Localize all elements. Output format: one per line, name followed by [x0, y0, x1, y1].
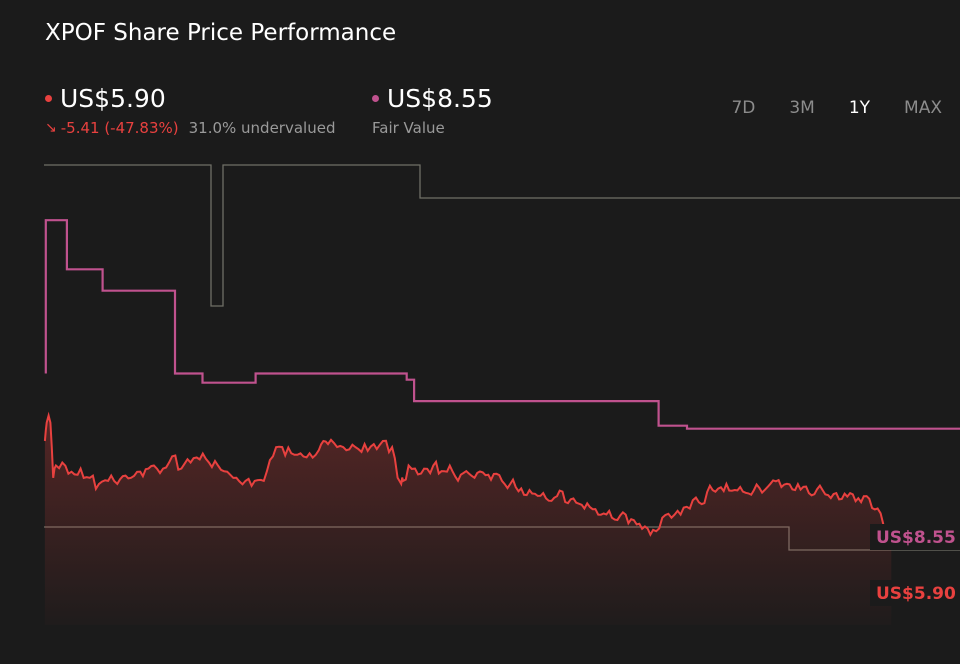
time-range-selector: 7D 3M 1Y MAX — [731, 98, 942, 118]
arrow-down-right-icon: ↘ — [45, 120, 57, 136]
fair-value-value: US$8.55 — [387, 84, 493, 113]
range-7d[interactable]: 7D — [731, 98, 756, 118]
background-outline-line — [44, 164, 960, 307]
share-price-line — [43, 411, 893, 540]
fair-value-label: Fair Value — [372, 119, 445, 137]
fair-value-end-label: US$8.55 — [876, 528, 956, 548]
range-1y[interactable]: 1Y — [848, 98, 871, 118]
chart-title: XPOF Share Price Performance — [45, 20, 397, 46]
fair-value-line — [44, 219, 960, 430]
fair-value-block: US$8.55 Fair Value — [372, 84, 493, 137]
fair-value-dot-icon — [372, 95, 379, 102]
share-price-block: US$5.90 ↘ -5.41 (-47.83%) 31.0% underval… — [45, 84, 335, 137]
share-price-dot-icon — [45, 95, 52, 102]
price-area — [44, 415, 892, 625]
price-change: ↘ -5.41 (-47.83%) — [45, 119, 179, 137]
share-price-value: US$5.90 — [60, 84, 166, 113]
fair-value-end-label-bg — [870, 524, 960, 550]
range-max[interactable]: MAX — [904, 98, 942, 118]
range-3m[interactable]: 3M — [789, 98, 815, 118]
valuation-status: 31.0% undervalued — [188, 119, 336, 137]
price-change-value: -5.41 (-47.83%) — [60, 119, 179, 137]
price-end-label: US$5.90 — [876, 584, 956, 604]
price-end-label-bg — [870, 580, 960, 606]
